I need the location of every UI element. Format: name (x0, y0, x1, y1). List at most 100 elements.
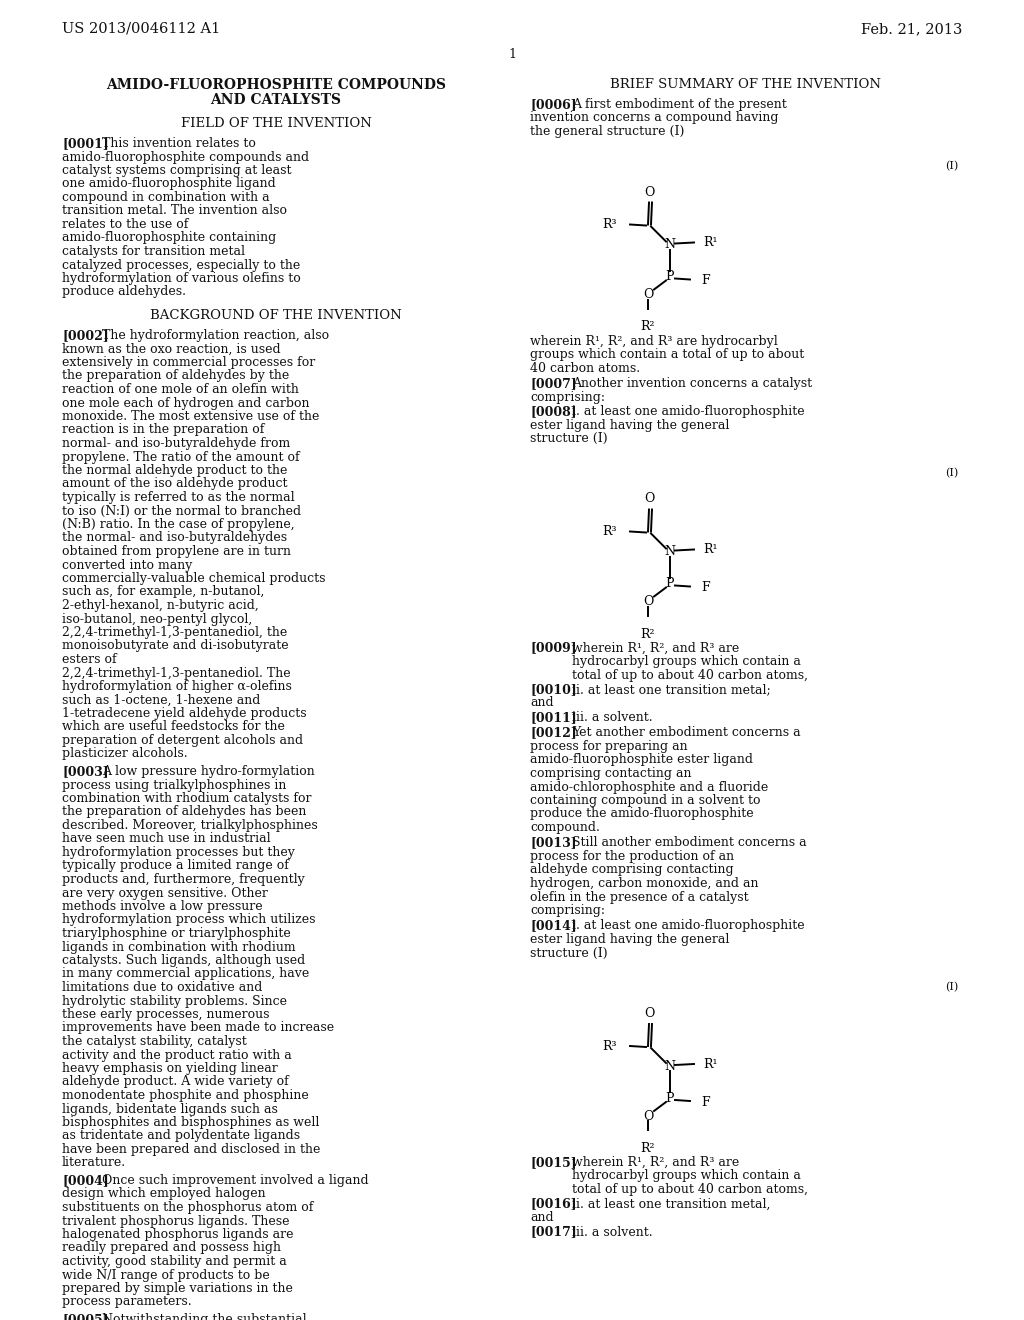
Text: one mole each of hydrogen and carbon: one mole each of hydrogen and carbon (62, 396, 309, 409)
Text: [0012]: [0012] (530, 726, 577, 739)
Text: The hydroformylation reaction, also: The hydroformylation reaction, also (102, 329, 329, 342)
Text: products and, furthermore, frequently: products and, furthermore, frequently (62, 873, 305, 886)
Text: comprising:: comprising: (530, 391, 605, 404)
Text: monoxide. The most extensive use of the: monoxide. The most extensive use of the (62, 411, 319, 422)
Text: limitations due to oxidative and: limitations due to oxidative and (62, 981, 262, 994)
Text: have been prepared and disclosed in the: have been prepared and disclosed in the (62, 1143, 321, 1156)
Text: [0006]: [0006] (530, 98, 577, 111)
Text: [0001]: [0001] (62, 137, 109, 150)
Text: iso-butanol, neo-pentyl glycol,: iso-butanol, neo-pentyl glycol, (62, 612, 252, 626)
Text: Still another embodiment concerns a: Still another embodiment concerns a (572, 837, 807, 850)
Text: and: and (530, 697, 554, 710)
Text: Once such improvement involved a ligand: Once such improvement involved a ligand (102, 1173, 369, 1187)
Text: typically produce a limited range of: typically produce a limited range of (62, 859, 289, 873)
Text: R³: R³ (602, 1040, 617, 1052)
Text: compound.: compound. (530, 821, 600, 834)
Text: esters of: esters of (62, 653, 117, 667)
Text: [0014]: [0014] (530, 920, 577, 932)
Text: groups which contain a total of up to about: groups which contain a total of up to ab… (530, 348, 804, 360)
Text: Feb. 21, 2013: Feb. 21, 2013 (860, 22, 962, 36)
Text: catalyst systems comprising at least: catalyst systems comprising at least (62, 164, 292, 177)
Text: FIELD OF THE INVENTION: FIELD OF THE INVENTION (180, 117, 372, 129)
Text: typically is referred to as the normal: typically is referred to as the normal (62, 491, 295, 504)
Text: comprising:: comprising: (530, 904, 605, 917)
Text: R³: R³ (602, 218, 617, 231)
Text: readily prepared and possess high: readily prepared and possess high (62, 1242, 281, 1254)
Text: ii. at least one transition metal;: ii. at least one transition metal; (572, 682, 771, 696)
Text: BACKGROUND OF THE INVENTION: BACKGROUND OF THE INVENTION (151, 309, 401, 322)
Text: (I): (I) (945, 982, 958, 993)
Text: 2-ethyl-hexanol, n-butyric acid,: 2-ethyl-hexanol, n-butyric acid, (62, 599, 259, 612)
Text: 1-tetradecene yield aldehyde products: 1-tetradecene yield aldehyde products (62, 708, 306, 719)
Text: these early processes, numerous: these early processes, numerous (62, 1008, 269, 1020)
Text: trivalent phosphorus ligands. These: trivalent phosphorus ligands. These (62, 1214, 290, 1228)
Text: to iso (N:I) or the normal to branched: to iso (N:I) or the normal to branched (62, 504, 301, 517)
Text: R¹: R¹ (703, 236, 718, 249)
Text: AMIDO-FLUOROPHOSPHITE COMPOUNDS: AMIDO-FLUOROPHOSPHITE COMPOUNDS (106, 78, 446, 92)
Text: produce aldehydes.: produce aldehydes. (62, 285, 186, 298)
Text: amido-chlorophosphite and a fluoride: amido-chlorophosphite and a fluoride (530, 780, 768, 793)
Text: produce the amido-fluorophosphite: produce the amido-fluorophosphite (530, 808, 754, 821)
Text: the preparation of aldehydes by the: the preparation of aldehydes by the (62, 370, 289, 383)
Text: 40 carbon atoms.: 40 carbon atoms. (530, 362, 640, 375)
Text: wherein R¹, R², and R³ are: wherein R¹, R², and R³ are (572, 642, 739, 655)
Text: plasticizer alcohols.: plasticizer alcohols. (62, 747, 187, 760)
Text: [0002]: [0002] (62, 329, 109, 342)
Text: have seen much use in industrial: have seen much use in industrial (62, 833, 270, 846)
Text: [0008]: [0008] (530, 405, 577, 418)
Text: i. at least one amido-fluorophosphite: i. at least one amido-fluorophosphite (572, 405, 805, 418)
Text: O: O (644, 492, 654, 506)
Text: amount of the iso aldehyde product: amount of the iso aldehyde product (62, 478, 288, 491)
Text: the general structure (I): the general structure (I) (530, 125, 684, 139)
Text: O: O (643, 595, 653, 609)
Text: process for preparing an: process for preparing an (530, 741, 688, 752)
Text: hydrocarbyl groups which contain a: hydrocarbyl groups which contain a (572, 1170, 801, 1183)
Text: [0013]: [0013] (530, 837, 577, 850)
Text: R¹: R¹ (703, 1057, 718, 1071)
Text: Yet another embodiment concerns a: Yet another embodiment concerns a (572, 726, 801, 739)
Text: P: P (666, 1092, 674, 1105)
Text: in many commercial applications, have: in many commercial applications, have (62, 968, 309, 981)
Text: catalysts. Such ligands, although used: catalysts. Such ligands, although used (62, 954, 305, 968)
Text: reaction of one mole of an olefin with: reaction of one mole of an olefin with (62, 383, 299, 396)
Text: [0007]: [0007] (530, 378, 577, 389)
Text: total of up to about 40 carbon atoms,: total of up to about 40 carbon atoms, (572, 1183, 808, 1196)
Text: 2,2,4-trimethyl-1,3-pentanediol, the: 2,2,4-trimethyl-1,3-pentanediol, the (62, 626, 288, 639)
Text: transition metal. The invention also: transition metal. The invention also (62, 205, 287, 218)
Text: such as, for example, n-butanol,: such as, for example, n-butanol, (62, 586, 264, 598)
Text: literature.: literature. (62, 1156, 126, 1170)
Text: (N:B) ratio. In the case of propylene,: (N:B) ratio. In the case of propylene, (62, 517, 295, 531)
Text: (I): (I) (945, 161, 958, 170)
Text: the normal- and iso-butyraldehydes: the normal- and iso-butyraldehydes (62, 532, 287, 544)
Text: N: N (665, 545, 676, 558)
Text: (I): (I) (945, 467, 958, 478)
Text: ii. at least one transition metal,: ii. at least one transition metal, (572, 1197, 770, 1210)
Text: ligands in combination with rhodium: ligands in combination with rhodium (62, 940, 296, 953)
Text: described. Moreover, trialkylphosphines: described. Moreover, trialkylphosphines (62, 818, 317, 832)
Text: hydroformylation processes but they: hydroformylation processes but they (62, 846, 295, 859)
Text: and: and (530, 1210, 554, 1224)
Text: process parameters.: process parameters. (62, 1295, 191, 1308)
Text: as tridentate and polydentate ligands: as tridentate and polydentate ligands (62, 1130, 300, 1143)
Text: F: F (701, 1096, 710, 1109)
Text: methods involve a low pressure: methods involve a low pressure (62, 900, 262, 913)
Text: R²: R² (641, 321, 655, 334)
Text: combination with rhodium catalysts for: combination with rhodium catalysts for (62, 792, 311, 805)
Text: containing compound in a solvent to: containing compound in a solvent to (530, 795, 761, 807)
Text: This invention relates to: This invention relates to (102, 137, 256, 150)
Text: amido-fluorophosphite containing: amido-fluorophosphite containing (62, 231, 276, 244)
Text: design which employed halogen: design which employed halogen (62, 1188, 265, 1200)
Text: 2,2,4-trimethyl-1,3-pentanediol. The: 2,2,4-trimethyl-1,3-pentanediol. The (62, 667, 291, 680)
Text: catalysts for transition metal: catalysts for transition metal (62, 246, 245, 257)
Text: halogenated phosphorus ligands are: halogenated phosphorus ligands are (62, 1228, 294, 1241)
Text: converted into many: converted into many (62, 558, 193, 572)
Text: R²: R² (641, 1142, 655, 1155)
Text: Notwithstanding the substantial: Notwithstanding the substantial (102, 1313, 306, 1320)
Text: N: N (665, 1060, 676, 1072)
Text: prepared by simple variations in the: prepared by simple variations in the (62, 1282, 293, 1295)
Text: R²: R² (641, 627, 655, 640)
Text: catalyzed processes, especially to the: catalyzed processes, especially to the (62, 259, 300, 272)
Text: such as 1-octene, 1-hexene and: such as 1-octene, 1-hexene and (62, 693, 260, 706)
Text: N: N (665, 238, 676, 251)
Text: reaction is in the preparation of: reaction is in the preparation of (62, 424, 264, 437)
